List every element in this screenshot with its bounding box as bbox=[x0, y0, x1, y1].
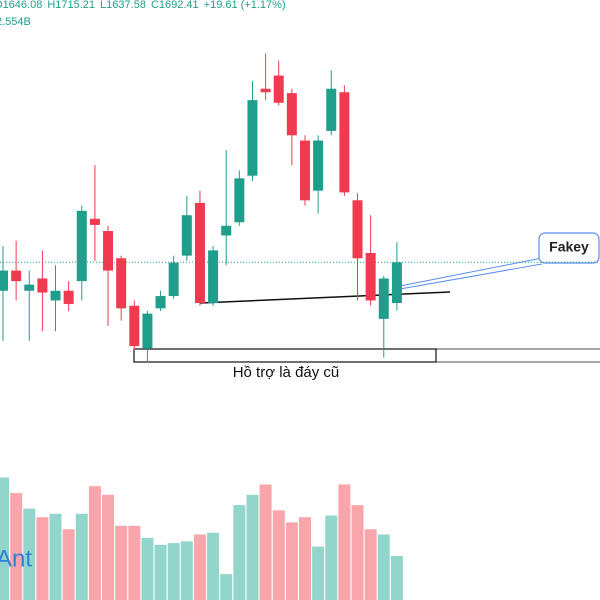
volume-bar bbox=[312, 546, 325, 600]
watermark: Ant bbox=[0, 545, 32, 572]
volume-bar bbox=[272, 510, 285, 600]
volume-bar bbox=[23, 508, 36, 600]
candle-body bbox=[378, 278, 389, 319]
candle-body bbox=[89, 218, 100, 225]
candle-body bbox=[313, 140, 324, 191]
candle-body bbox=[24, 284, 35, 291]
volume-legend: 2.554B bbox=[0, 16, 31, 28]
candle-body bbox=[365, 253, 376, 301]
candle-body bbox=[221, 225, 232, 236]
volume-bar bbox=[88, 486, 101, 600]
candle-body bbox=[299, 140, 310, 201]
volume-bar bbox=[0, 477, 9, 600]
volume-bar bbox=[325, 515, 338, 600]
candle-body bbox=[181, 215, 192, 256]
legend-key: O bbox=[0, 0, 3, 11]
volume-bar bbox=[141, 537, 154, 600]
callout-pointer bbox=[399, 257, 543, 287]
legend-key: C bbox=[151, 0, 159, 11]
header: O1646.08 H1715.21 L1637.58 C1692.41 +19.61 (… bbox=[0, 0, 286, 28]
volume-bar bbox=[193, 534, 206, 600]
legend-change: +19.61 (+1.17%) bbox=[204, 0, 286, 11]
candle-body bbox=[339, 92, 350, 193]
candle-body bbox=[168, 262, 179, 297]
volume-bar bbox=[220, 574, 233, 600]
volume-bar bbox=[207, 532, 220, 600]
legend-value: 1692.41 bbox=[159, 0, 199, 11]
legend-value: 1646.08 bbox=[3, 0, 43, 11]
candle-body bbox=[129, 305, 140, 347]
volume-bar bbox=[62, 529, 75, 600]
volume-bar bbox=[364, 529, 377, 600]
callout-text: Fakey bbox=[549, 239, 589, 255]
volume-bar bbox=[36, 517, 49, 600]
candle-body bbox=[273, 75, 284, 103]
candle-body bbox=[234, 178, 245, 223]
support-box bbox=[133, 348, 437, 363]
support-text: Hồ trợ là đáy cũ bbox=[233, 364, 340, 381]
candle-body bbox=[208, 250, 219, 304]
volume-bar bbox=[49, 513, 62, 600]
volume-bar bbox=[10, 493, 23, 600]
volume-bar bbox=[285, 522, 298, 600]
candle-body bbox=[260, 88, 271, 93]
volume-bar bbox=[102, 494, 115, 600]
candle-body bbox=[63, 290, 74, 304]
candle-body bbox=[194, 202, 205, 304]
candle-body bbox=[103, 231, 114, 271]
volume-bar bbox=[233, 505, 246, 600]
legend-key: H bbox=[47, 0, 55, 11]
volume-bar bbox=[390, 555, 403, 600]
candle-body bbox=[50, 290, 61, 301]
volume-bar bbox=[338, 484, 351, 600]
candle-body bbox=[76, 210, 87, 282]
legend-value: 1715.21 bbox=[55, 0, 95, 11]
candle-body bbox=[352, 200, 363, 259]
marks bbox=[0, 53, 600, 600]
volume-bar bbox=[180, 541, 193, 600]
candle-body bbox=[0, 270, 8, 291]
candle-body bbox=[391, 262, 402, 304]
volume-bar bbox=[115, 525, 128, 600]
candle-body bbox=[155, 296, 166, 309]
callout-pointer bbox=[399, 263, 543, 290]
candle-body bbox=[37, 278, 48, 293]
ohlc-legend: O1646.08 H1715.21 L1637.58 C1692.41 +19.61 (… bbox=[0, 0, 286, 11]
candle-body bbox=[116, 258, 127, 309]
legend-key: L bbox=[100, 0, 106, 11]
volume-bar bbox=[351, 505, 364, 600]
volume-bar bbox=[298, 517, 311, 600]
candle-body bbox=[11, 270, 22, 282]
volume-bar bbox=[246, 494, 259, 600]
callout-box bbox=[538, 232, 600, 264]
legend-value: 1637.58 bbox=[106, 0, 146, 11]
trend-line bbox=[199, 291, 451, 304]
volume-bar bbox=[154, 544, 167, 600]
volume-bar bbox=[377, 534, 390, 600]
candle-body bbox=[142, 313, 153, 349]
candle-body bbox=[286, 93, 297, 136]
volume-bar bbox=[259, 484, 272, 600]
volume-bar bbox=[75, 513, 88, 600]
candle-body bbox=[247, 100, 258, 176]
volume-bar bbox=[167, 543, 180, 600]
candle-body bbox=[326, 88, 337, 131]
volume-bar bbox=[128, 525, 141, 600]
